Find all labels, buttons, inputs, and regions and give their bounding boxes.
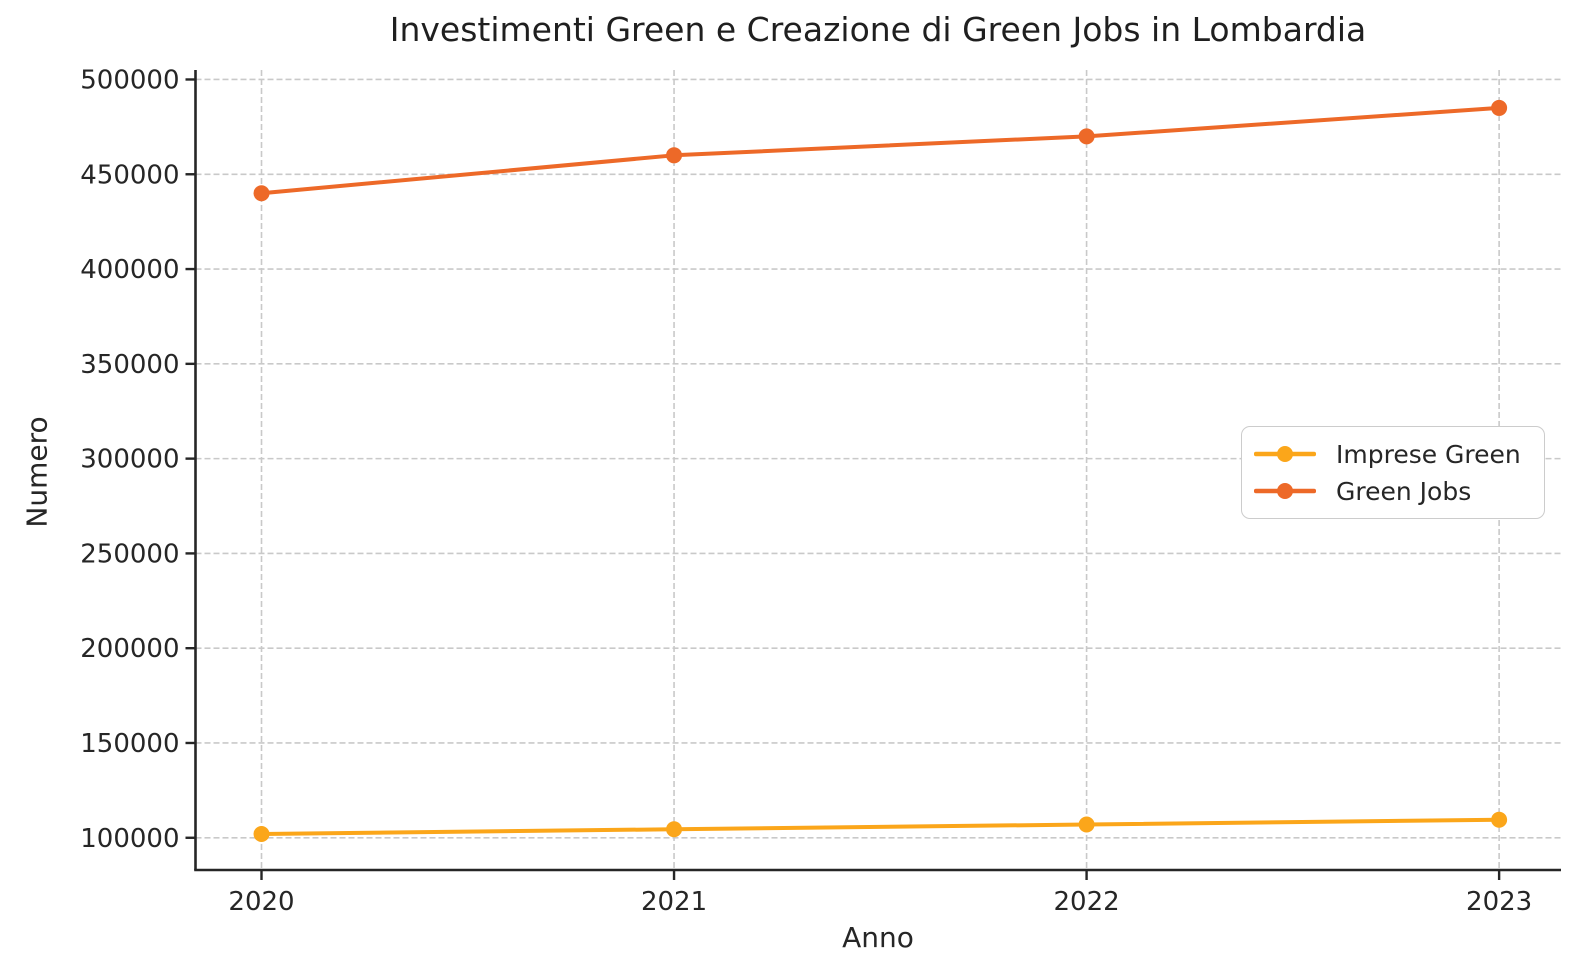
y-tick-label: 400000 [80, 255, 179, 285]
x-tick-label: 2020 [228, 887, 294, 917]
data-point-green-jobs-2021 [666, 147, 683, 164]
x-tick-label: 2023 [1466, 887, 1532, 917]
series-line-green-jobs [259, 105, 1502, 196]
y-tick-label: 250000 [80, 539, 179, 569]
x-axis-label: Anno [842, 921, 914, 954]
data-point-imprese-green-2022 [1078, 816, 1095, 833]
y-tick-label: 450000 [80, 160, 179, 190]
legend: Imprese Green Green Jobs [1241, 426, 1545, 519]
y-tick-label: 300000 [80, 445, 179, 475]
data-point-green-jobs-2022 [1078, 128, 1095, 145]
data-point-imprese-green-2020 [253, 825, 270, 842]
data-point-imprese-green-2023 [1491, 811, 1508, 828]
y-tick-label: 350000 [80, 350, 179, 380]
x-tick-label: 2022 [1053, 887, 1119, 917]
data-point-imprese-green-2021 [666, 821, 683, 838]
y-tick-label: 150000 [80, 729, 179, 759]
legend-item-imprese-green: Imprese Green [1254, 440, 1544, 469]
legend-label-imprese-green: Imprese Green [1336, 439, 1521, 469]
y-tick-label: 100000 [80, 824, 179, 854]
chart-title: Investimenti Green e Creazione di Green … [389, 10, 1367, 49]
x-tick-label: 2021 [641, 887, 707, 917]
legend-line-marker-icon [1254, 446, 1316, 462]
y-tick-label: 200000 [80, 634, 179, 664]
data-point-green-jobs-2020 [253, 185, 270, 202]
y-tick-label: 500000 [80, 65, 179, 95]
legend-item-green-jobs: Green Jobs [1254, 477, 1544, 506]
series-line-imprese-green [259, 817, 1502, 836]
y-axis-label: Numero [20, 416, 54, 528]
legend-line-marker-icon [1254, 483, 1316, 499]
legend-label-green-jobs: Green Jobs [1336, 476, 1472, 506]
data-point-green-jobs-2023 [1491, 99, 1508, 116]
